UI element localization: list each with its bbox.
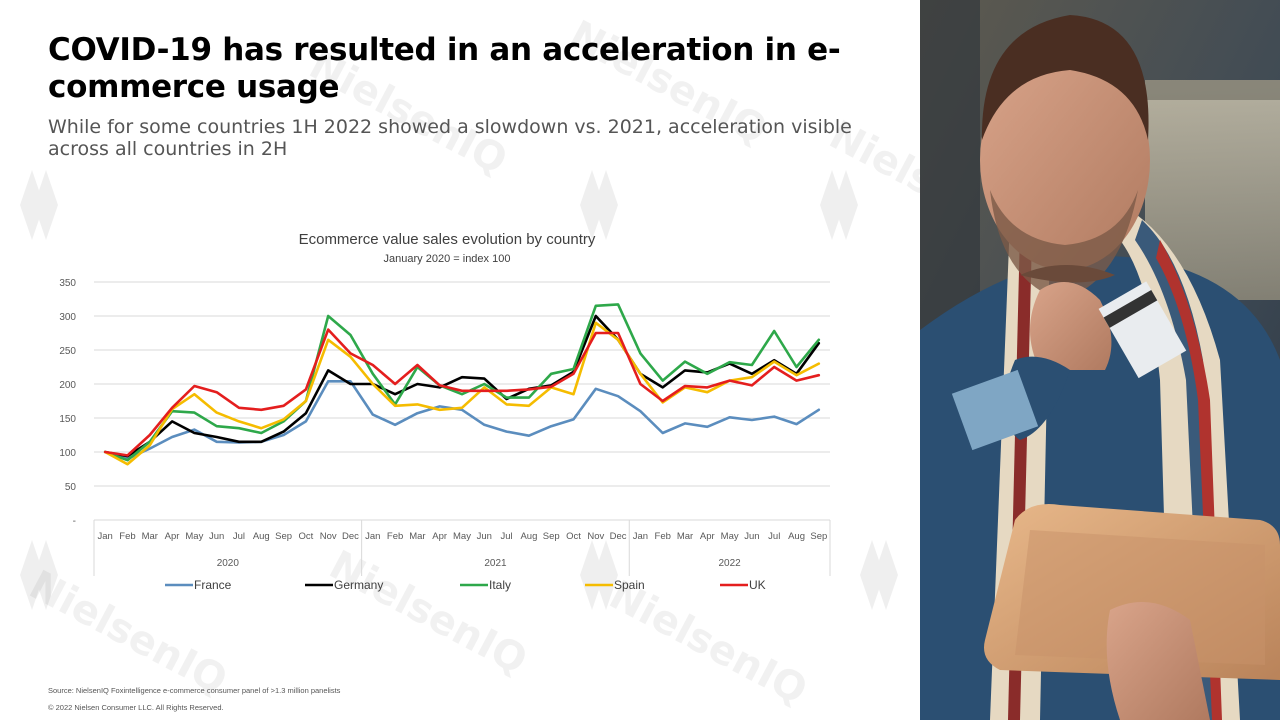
x-tick-label: May (185, 531, 203, 542)
series-line-france (103, 380, 821, 461)
series-line-italy (103, 303, 821, 462)
y-tick-label: 250 (59, 346, 76, 357)
line-chart: Ecommerce value sales evolution by count… (40, 222, 850, 612)
slide-content: NielsenIQ NielsenIQ NielsenIQ NielsenIQ … (20, 12, 920, 714)
x-tick-label: Jan (365, 531, 380, 542)
x-tick-label: Apr (700, 531, 715, 542)
y-tick-label: 50 (65, 482, 77, 493)
x-group-label: 2021 (484, 558, 507, 569)
x-tick-label: Sep (275, 531, 292, 542)
x-tick-label: Feb (119, 531, 135, 542)
y-tick-label: 300 (59, 312, 76, 323)
legend-label: Italy (489, 578, 511, 592)
x-tick-label: May (453, 531, 471, 542)
watermark-logo-icon (860, 540, 898, 610)
legend-label: France (194, 578, 232, 592)
x-tick-label: Jul (768, 531, 780, 542)
x-tick-label: Mar (677, 531, 693, 542)
x-tick-label: Dec (342, 531, 359, 542)
series-line-germany (103, 314, 821, 458)
legend: France Germany Italy Spain UK (165, 578, 766, 592)
slide-subtitle: While for some countries 1H 2022 showed … (48, 116, 852, 160)
x-tick-label: Nov (320, 531, 337, 542)
x-tick-label: Aug (788, 531, 805, 542)
series-line-spain (103, 321, 821, 466)
footer-copyright: © 2022 Nielsen Consumer LLC. All Rights … (48, 703, 224, 712)
x-tick-label: Feb (387, 531, 403, 542)
legend-label: Germany (334, 578, 383, 592)
x-tick-label: Aug (520, 531, 537, 542)
x-tick-label: Apr (165, 531, 180, 542)
x-tick-label: May (721, 531, 739, 542)
x-tick-label: Dec (610, 531, 627, 542)
y-tick-label: 100 (59, 448, 76, 459)
x-tick-label: Apr (432, 531, 447, 542)
x-tick-label: Sep (810, 531, 827, 542)
x-tick-label: Oct (566, 531, 581, 542)
x-tick-label: Jan (97, 531, 112, 542)
legend-label: UK (749, 578, 766, 592)
slide-title: COVID-19 has resulted in an acceleration… (48, 32, 841, 105)
x-tick-label: Aug (253, 531, 270, 542)
x-axis: Jan Feb Mar Apr May Jun Jul Aug Sep Oct Nov Dec Jan F… (93, 519, 831, 576)
legend-label: Spain (614, 578, 645, 592)
x-tick-label: Feb (655, 531, 671, 542)
hero-photo (920, 0, 1280, 720)
x-tick-label: Nov (587, 531, 604, 542)
x-tick-label: Jul (501, 531, 513, 542)
series-line-uk (103, 328, 821, 457)
x-tick-label: Jan (633, 531, 648, 542)
x-tick-label: Mar (142, 531, 158, 542)
x-tick-label: Mar (409, 531, 425, 542)
y-tick-label: 150 (59, 414, 76, 425)
x-group-label: 2022 (719, 558, 742, 569)
footer-source: Source: NielsenIQ Foxintelligence e-comm… (48, 686, 341, 695)
x-tick-label: Oct (298, 531, 313, 542)
x-tick-label: Jun (209, 531, 224, 542)
y-tick-label: - (73, 516, 76, 527)
gridlines (94, 281, 830, 487)
x-tick-label: Jun (744, 531, 759, 542)
y-tick-label: 200 (59, 380, 76, 391)
x-group-label: 2020 (217, 558, 240, 569)
y-tick-label: 350 (59, 278, 76, 289)
chart-subtitle: January 2020 = index 100 (384, 253, 511, 265)
y-axis: 350 300 250 200 150 100 50 - (59, 278, 76, 527)
x-tick-label: Jul (233, 531, 245, 542)
x-tick-label: Jun (477, 531, 492, 542)
chart-title: Ecommerce value sales evolution by count… (299, 231, 596, 248)
x-tick-label: Sep (543, 531, 560, 542)
series-lines (103, 303, 821, 466)
